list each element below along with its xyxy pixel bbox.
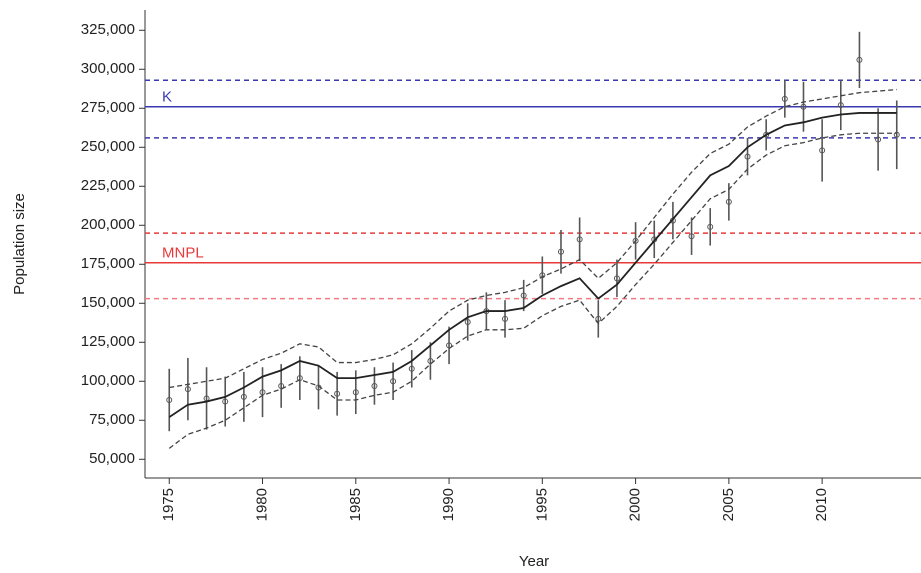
estimate-point [744,153,751,160]
reference-label: K [162,89,172,106]
y-axis-label: Population size [11,193,28,295]
x-tick-label: 2010 [813,488,830,521]
estimate-point [725,198,732,205]
estimate-point [688,233,695,240]
estimate-point [837,102,844,109]
y-tick-label: 275,000 [81,99,135,116]
y-tick-label: 250,000 [81,138,135,155]
estimate-point [427,358,434,364]
y-tick-label: 125,000 [81,333,135,350]
x-tick-label: 1975 [160,488,177,521]
y-tick-label: 100,000 [81,372,135,389]
ci-lower-line [168,132,897,449]
estimate-point [632,237,639,244]
estimate-point [408,365,415,372]
estimate-point [707,223,714,230]
x-tick-label: 2000 [627,488,644,521]
x-axis-label: Year [519,553,549,570]
reference-label: MNPL [162,245,204,262]
estimate-point [184,386,191,393]
estimate-point [856,56,863,63]
estimate-point [875,136,882,143]
estimate-point [464,319,471,325]
estimate-point [763,131,770,138]
estimate-point [166,397,173,403]
y-tick-label: 325,000 [81,21,135,38]
estimate-point [334,390,341,397]
y-tick-label: 200,000 [81,216,135,233]
estimate-point [613,275,620,282]
y-tick-label: 300,000 [81,60,135,77]
estimate-point [800,103,807,110]
estimate-point [352,389,359,396]
estimate-point [539,272,546,279]
estimate-point [240,393,247,400]
estimate-point [576,236,583,243]
x-tick-label: 2005 [720,488,737,521]
y-tick-label: 75,000 [89,411,135,428]
estimate-point [222,398,229,405]
y-tick-label: 150,000 [81,294,135,311]
estimate-point [390,378,397,385]
estimate-point [819,147,826,154]
x-tick-label: 1980 [253,488,270,521]
fit-line [168,112,897,418]
estimate-point [781,95,788,102]
x-tick-label: 1995 [533,488,550,521]
x-tick-label: 1990 [440,488,457,521]
y-tick-label: 175,000 [81,255,135,272]
estimate-point [371,382,378,389]
estimate-point [893,131,900,138]
estimate-point [296,375,303,382]
y-tick-label: 225,000 [81,177,135,194]
x-tick-label: 1985 [347,488,364,521]
estimate-point [557,248,564,255]
estimate-point [520,292,527,299]
y-tick-label: 50,000 [89,450,135,467]
estimate-point [595,315,602,322]
estimate-point [502,315,509,322]
ci-upper-line [169,88,897,389]
